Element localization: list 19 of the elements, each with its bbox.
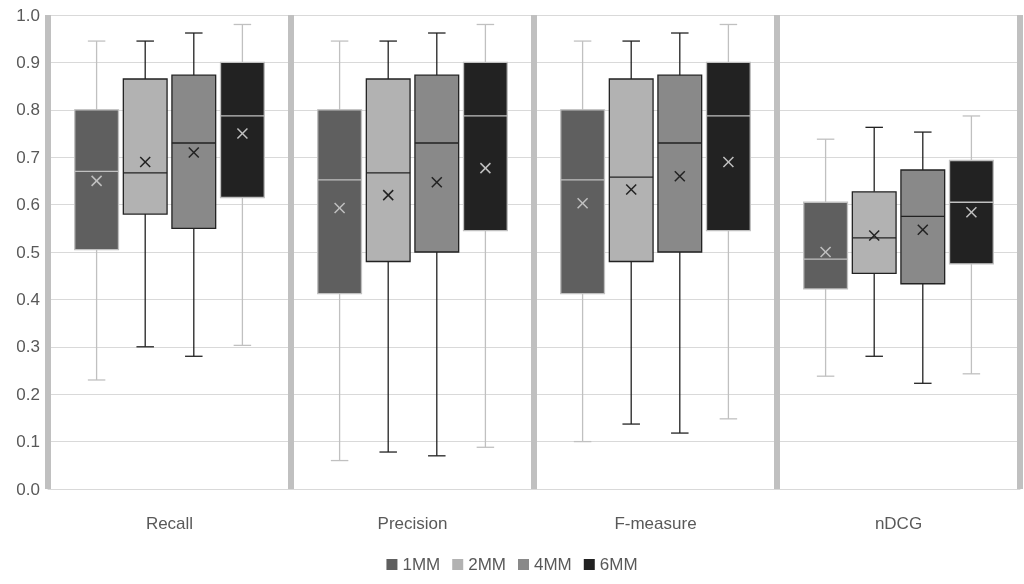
y-tick-label: 0.1 (16, 432, 40, 452)
y-tick-label: 1.0 (16, 5, 40, 25)
x-tick-label: nDCG (874, 514, 923, 533)
legend-label: 2MM (468, 555, 506, 574)
y-tick-label: 0.0 (16, 479, 40, 499)
x-tick-label: Precision (377, 514, 448, 533)
y-tick-label: 0.6 (16, 195, 40, 215)
y-tick-label: 0.2 (16, 384, 40, 404)
y-tick-label: 0.4 (16, 289, 40, 309)
y-tick-label: 0.7 (16, 147, 40, 167)
legend-label: 6MM (599, 555, 638, 574)
legend-label: 1MM (402, 555, 441, 574)
x-tick-label: Recall (145, 514, 194, 533)
y-tick-label: 0.8 (16, 100, 40, 120)
legend-label: 4MM (534, 555, 572, 574)
y-tick-label: 0.5 (16, 242, 40, 262)
y-tick-label: 0.9 (16, 52, 40, 72)
y-tick-label: 0.3 (16, 337, 40, 357)
x-tick-label: F-measure (614, 514, 697, 533)
